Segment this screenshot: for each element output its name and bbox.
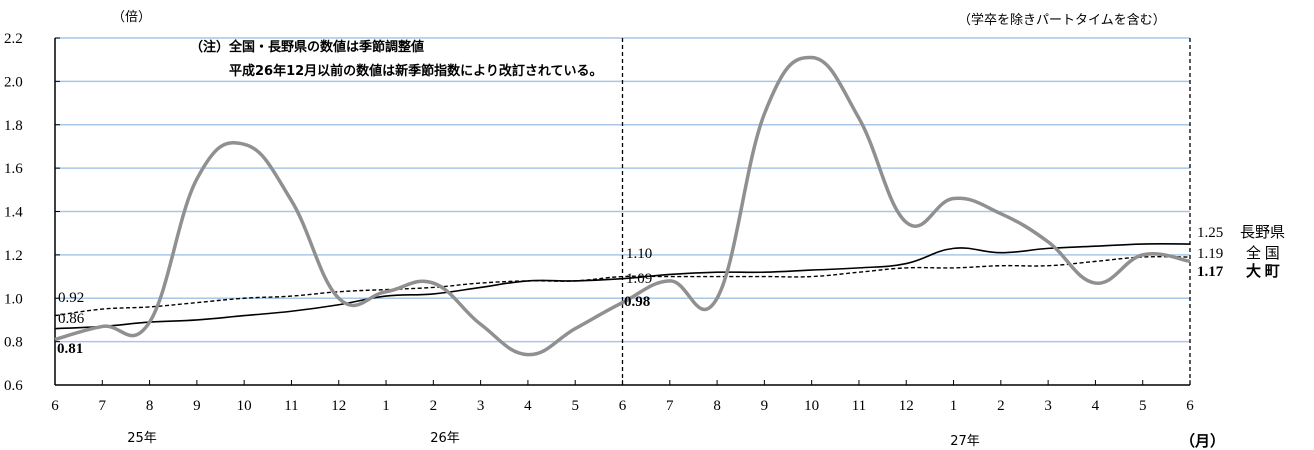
series-line-omachi (54, 55, 1191, 357)
x-tick-label: 5 (1139, 398, 1147, 414)
x-tick-label: 1 (382, 398, 390, 414)
series-line-zenkoku (54, 255, 1191, 317)
start-label-nagano: 0.86 (58, 311, 85, 327)
y-tick-label: 2.0 (4, 74, 23, 90)
end-label-zenkoku-name: 全 国 (1246, 244, 1280, 262)
x-tick-label: 9 (193, 398, 201, 414)
x-tick-label: 10 (804, 398, 819, 414)
x-tick-label: 2 (430, 398, 438, 414)
x-tick-label: 3 (477, 398, 485, 414)
end-label-omachi-name: 大 町 (1246, 262, 1280, 280)
x-tick-label: 5 (571, 398, 579, 414)
x-unit-label: （月） (1180, 432, 1225, 450)
x-tick-label: 2 (997, 398, 1005, 414)
x-tick-label: 10 (237, 398, 252, 414)
y-tick-label: 0.6 (4, 378, 23, 394)
x-tick-label: 12 (331, 398, 346, 414)
x-tick-label: 9 (761, 398, 769, 414)
series-group (54, 55, 1191, 357)
year-label-25: 25年 (127, 431, 157, 446)
y-tick-label: 1.8 (4, 118, 23, 134)
y-tick-label: 1.0 (4, 291, 23, 307)
axes: 0.60.81.01.21.41.61.82.02.26 7 8 9 10 11 12 1 2 3… (4, 31, 1194, 414)
end-label-nagano-name: 長野県 (1240, 224, 1285, 241)
x-tick-label: 11 (852, 398, 866, 414)
x-tick-label: 6 (1186, 398, 1194, 414)
x-tick-label: 4 (1092, 398, 1100, 414)
top-right-note: （学卒を除きパートタイムを含む） (958, 12, 1166, 28)
note-line-2: 平成26年12月以前の数値は新季節指数により改訂されている。 (229, 63, 603, 79)
y-tick-label: 1.2 (4, 248, 23, 264)
x-tick-label: 8 (713, 398, 721, 414)
y-unit-label: （倍） (112, 10, 151, 25)
x-tick-label: 12 (899, 398, 914, 414)
year-label-27: 27年 (950, 434, 980, 449)
start-label-zenkoku: 0.92 (58, 290, 84, 306)
y-tick-label: 1.6 (4, 161, 23, 177)
y-tick-label: 1.4 (4, 205, 23, 221)
x-tick-label: 4 (524, 398, 532, 414)
end-label-zenkoku-value: 1.19 (1197, 246, 1223, 262)
y-tick-label: 0.8 (4, 335, 23, 351)
mid-label-zenkoku: 1.10 (626, 246, 652, 262)
series-line-nagano (54, 243, 1191, 330)
mid-label-omachi: 0.98 (624, 294, 650, 310)
mid-label-nagano: 1.09 (626, 271, 652, 287)
x-tick-label: 6 (51, 398, 59, 414)
note-line-1: （注）全国・長野県の数値は季節調整値 (190, 39, 424, 55)
x-tick-label: 7 (666, 398, 674, 414)
end-label-omachi-value: 1.17 (1197, 264, 1224, 280)
x-tick-label: 7 (99, 398, 107, 414)
end-label-nagano-value: 1.25 (1197, 225, 1223, 241)
year-label-26: 26年 (430, 431, 460, 446)
x-tick-label: 3 (1044, 398, 1052, 414)
x-tick-label: 1 (950, 398, 958, 414)
y-tick-label: 2.2 (4, 31, 23, 47)
x-tick-label: 11 (284, 398, 298, 414)
x-tick-label: 6 (619, 398, 627, 414)
x-tick-label: 8 (146, 398, 154, 414)
start-label-omachi: 0.81 (57, 341, 83, 357)
